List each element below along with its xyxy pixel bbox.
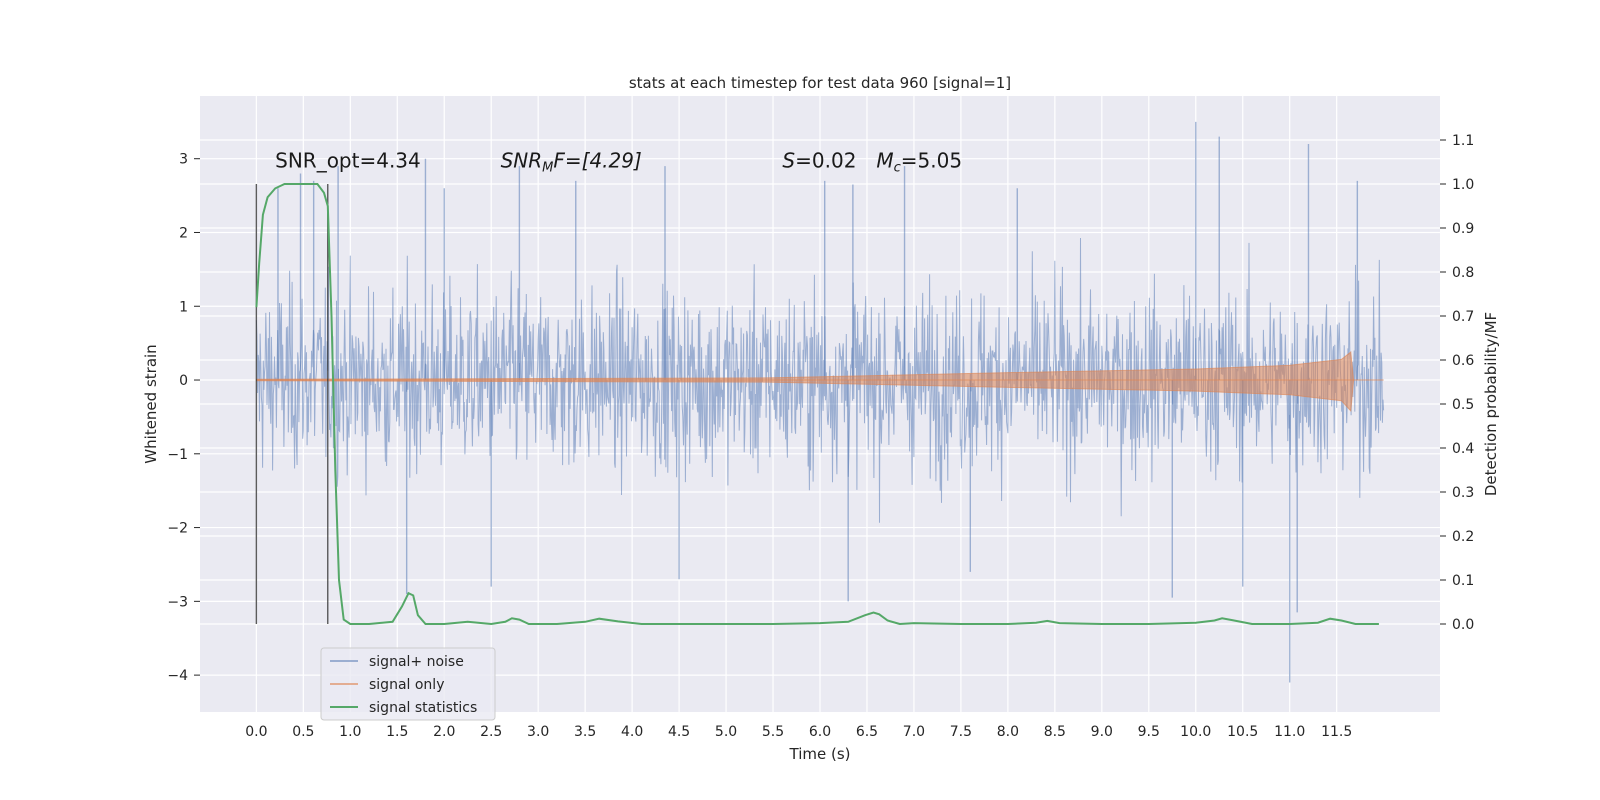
y2-tick-label: 0.7 (1452, 309, 1474, 325)
y2-tick-label: 0.3 (1452, 485, 1474, 501)
legend-label-signal-only: signal only (369, 677, 444, 693)
y-axis-label: Whitened strain (142, 344, 160, 463)
signal-statistics-line (255, 183, 1379, 626)
legend-label-signal-statistics: signal statistics (369, 700, 477, 716)
x-tick-label: 3.5 (574, 724, 596, 740)
x-axis-ticks: 0.0 0.5 1.0 1.5 2.0 2.5 3.0 3.5 4.0 4.5 5.0 5.5 6.0 6… (245, 724, 1352, 740)
x-tick-label: 2.5 (480, 724, 502, 740)
y2-tick-label: 0.0 (1452, 617, 1474, 633)
x-tick-label: 9.0 (1091, 724, 1113, 740)
signal-only-envelope (255, 351, 1355, 413)
annotation-3: Mc=5.05 (876, 149, 962, 176)
y-tick-label: 2 (179, 225, 188, 241)
y2-tick-label: 0.4 (1452, 441, 1474, 457)
x-tick-label: 7.5 (950, 724, 972, 740)
x-tick-label: 4.0 (621, 724, 643, 740)
y-axis-ticks: 3 2 1 0 −1 −2 −3 −4 (167, 152, 200, 684)
y2-tick-label: 1.0 (1452, 177, 1474, 193)
x-tick-label: 2.0 (433, 724, 455, 740)
signal-statistics-series (255, 183, 1379, 626)
x-tick-label: 1.5 (386, 724, 408, 740)
x-tick-label: 10.5 (1227, 724, 1258, 740)
y2-tick-label: 1.1 (1452, 133, 1474, 149)
legend-label-signal-noise: signal+ noise (369, 654, 464, 670)
x-tick-label: 8.0 (997, 724, 1019, 740)
x-tick-label: 10.0 (1180, 724, 1211, 740)
x-tick-label: 5.0 (715, 724, 737, 740)
y2-tick-label: 0.2 (1452, 529, 1474, 545)
x-tick-label: 6.0 (809, 724, 831, 740)
x-tick-label: 6.5 (856, 724, 878, 740)
x-tick-label: 5.5 (762, 724, 784, 740)
chart-title: stats at each timestep for test data 960… (629, 74, 1011, 92)
x-tick-label: 0.0 (245, 724, 267, 740)
signal-only-series (255, 351, 1384, 413)
x-tick-label: 11.0 (1274, 724, 1305, 740)
x-tick-label: 3.0 (527, 724, 549, 740)
annotation-1: SNRMF=[4.29] (501, 149, 642, 176)
vertical-markers (255, 184, 329, 624)
x-tick-label: 1.0 (339, 724, 361, 740)
y-tick-label: −4 (167, 668, 188, 684)
y2-axis-label: Detection probability/MF (1482, 312, 1500, 496)
y-tick-label: −3 (167, 594, 188, 610)
y-tick-label: 0 (179, 373, 188, 389)
x-tick-label: 0.5 (292, 724, 314, 740)
y2-tick-label: 0.5 (1452, 397, 1474, 413)
x-tick-label: 7.0 (903, 724, 925, 740)
y-tick-label: 3 (179, 152, 188, 168)
y-tick-label: −2 (167, 521, 188, 537)
y2-axis-ticks: 1.1 1.0 0.9 0.8 0.7 0.6 0.5 0.4 0.3 0.2 0.1 0.0 (1440, 133, 1474, 633)
y2-tick-label: 0.1 (1452, 573, 1474, 589)
x-axis-label: Time (s) (789, 745, 851, 763)
legend-box (320, 647, 496, 721)
annotation-2: S=0.02 (782, 149, 856, 173)
annotations: SNR_opt=4.34 SNRMF=[4.29] S=0.02 Mc=5.05 (275, 149, 962, 176)
legend: signal+ noise signal only signal statist… (320, 647, 496, 721)
x-tick-label: 8.5 (1044, 724, 1066, 740)
x-tick-label: 9.5 (1138, 724, 1160, 740)
y2-tick-label: 0.9 (1452, 221, 1474, 237)
y2-tick-label: 0.8 (1452, 265, 1474, 281)
x-tick-label: 4.5 (668, 724, 690, 740)
y2-tick-label: 0.6 (1452, 353, 1474, 369)
annotation-0: SNR_opt=4.34 (275, 149, 421, 173)
x-tick-label: 11.5 (1321, 724, 1352, 740)
y-tick-label: 1 (179, 299, 188, 315)
y-tick-label: −1 (167, 447, 188, 463)
